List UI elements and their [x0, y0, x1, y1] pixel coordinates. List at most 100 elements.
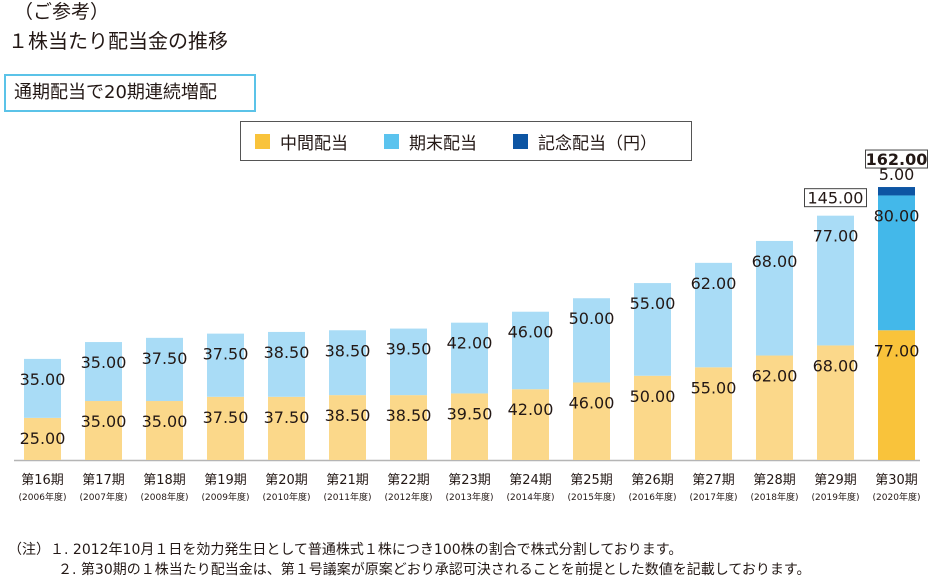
bar-interim-0 — [24, 417, 61, 460]
label-final-3: 37.50 — [203, 345, 249, 364]
bar-final-11 — [695, 262, 732, 368]
bar-interim-7 — [451, 393, 488, 460]
bar-final-0 — [24, 358, 61, 418]
page-title: １株当たり配当金の推移 — [8, 29, 228, 53]
label-interim-6: 38.50 — [386, 406, 432, 425]
x-tick-label-12: 第28期 — [753, 473, 796, 488]
label-final-14: 80.00 — [874, 206, 920, 225]
x-tick-label-4: 第20期 — [265, 473, 308, 488]
footnote-2-prefix: ２. — [58, 562, 77, 578]
label-interim-13: 68.00 — [813, 356, 859, 375]
label-interim-11: 55.00 — [691, 378, 737, 397]
bar-final-9 — [573, 298, 610, 383]
x-tick-label-6: 第22期 — [387, 473, 430, 488]
label-interim-2: 35.00 — [142, 412, 188, 431]
highlight-badge: 通期配当で20期連続増配 — [4, 74, 256, 112]
label-final-5: 38.50 — [325, 341, 371, 360]
label-interim-1: 35.00 — [81, 412, 127, 431]
x-tick-sublabel-13: (2019年度) — [812, 491, 860, 503]
label-final-6: 39.50 — [386, 340, 432, 359]
x-tick-sublabel-14: (2020年度) — [873, 491, 921, 503]
x-tick-label-0: 第16期 — [21, 473, 64, 488]
label-final-10: 55.00 — [630, 294, 676, 313]
label-final-13: 77.00 — [813, 227, 859, 246]
legend-label-final: 期末配当 — [409, 133, 477, 154]
bar-interim-10 — [634, 375, 671, 460]
footnote-1: （注）１. 2012年10月１日を効力発生日として普通株式１株につき100株の割… — [8, 540, 810, 560]
label-interim-4: 37.50 — [264, 408, 310, 427]
total-box-14 — [865, 149, 928, 169]
bar-commemorative-14 — [878, 187, 915, 196]
legend-item-commemorative: 記念配当（円） — [513, 129, 657, 154]
bar-final-6 — [390, 328, 427, 396]
bar-final-12 — [756, 240, 793, 356]
bar-final-1 — [85, 342, 122, 402]
label-final-1: 35.00 — [81, 353, 127, 372]
x-tick-label-14: 第30期 — [875, 473, 918, 488]
label-interim-14: 77.00 — [874, 341, 920, 360]
x-tick-label-8: 第24期 — [509, 473, 552, 488]
x-tick-sublabel-3: (2009年度) — [202, 491, 250, 503]
bar-interim-2 — [146, 401, 183, 460]
x-tick-sublabel-7: (2013年度) — [446, 491, 494, 503]
x-tick-sublabel-5: (2011年度) — [324, 491, 372, 503]
legend-swatch-final — [384, 133, 399, 149]
bar-interim-5 — [329, 395, 366, 460]
legend-label-commemorative: 記念配当（円） — [538, 133, 657, 154]
label-interim-10: 50.00 — [630, 387, 676, 406]
label-interim-5: 38.50 — [325, 406, 371, 425]
x-tick-sublabel-2: (2008年度) — [141, 491, 189, 503]
footnote-1-text: 2012年10月１日を効力発生日として普通株式１株につき100株の割合で株式分割… — [72, 542, 683, 558]
x-tick-sublabel-0: (2006年度) — [19, 491, 67, 503]
label-final-4: 38.50 — [264, 343, 310, 362]
x-tick-label-9: 第25期 — [570, 473, 613, 488]
footnotes: （注）１. 2012年10月１日を効力発生日として普通株式１株につき100株の割… — [8, 540, 810, 580]
legend-swatch-commemorative — [513, 133, 528, 149]
bar-interim-1 — [85, 401, 122, 460]
label-interim-8: 42.00 — [508, 400, 554, 419]
x-tick-label-10: 第26期 — [631, 473, 674, 488]
bar-interim-12 — [756, 355, 793, 460]
label-interim-0: 25.00 — [20, 429, 66, 448]
label-final-12: 68.00 — [752, 252, 798, 271]
x-tick-sublabel-12: (2018年度) — [751, 491, 799, 503]
label-interim-12: 62.00 — [752, 367, 798, 386]
chart-legend: 中間配当 期末配当 記念配当（円） — [240, 121, 692, 161]
footnote-2-text: 第30期の１株当たり配当金は、第１号議案が原案どおり承認可決されることを前提とし… — [80, 562, 811, 578]
label-final-9: 50.00 — [569, 309, 615, 328]
legend-swatch-interim — [255, 133, 270, 149]
x-tick-label-11: 第27期 — [692, 473, 735, 488]
bar-interim-9 — [573, 382, 610, 460]
legend-item-interim: 中間配当 — [255, 129, 348, 154]
header-note: （ご参考） — [14, 1, 110, 23]
footnote-1-prefix: （注）１. — [8, 542, 69, 558]
x-tick-label-2: 第18期 — [143, 473, 186, 488]
bar-interim-11 — [695, 367, 732, 460]
label-commemorative-14: 5.00 — [879, 165, 915, 184]
x-tick-sublabel-1: (2007年度) — [80, 491, 128, 503]
x-tick-sublabel-8: (2014年度) — [507, 491, 555, 503]
x-tick-label-1: 第17期 — [82, 473, 125, 488]
legend-item-final: 期末配当 — [384, 129, 477, 154]
bar-final-5 — [329, 330, 366, 396]
bar-final-7 — [451, 322, 488, 394]
x-tick-sublabel-4: (2010年度) — [263, 491, 311, 503]
bar-final-14 — [878, 195, 915, 331]
label-interim-3: 37.50 — [203, 408, 249, 427]
label-final-8: 46.00 — [508, 323, 554, 342]
x-tick-sublabel-9: (2015年度) — [568, 491, 616, 503]
label-final-2: 37.50 — [142, 349, 188, 368]
x-tick-sublabel-11: (2017年度) — [690, 491, 738, 503]
bar-final-13 — [817, 215, 854, 346]
label-final-11: 62.00 — [691, 274, 737, 293]
legend-label-interim: 中間配当 — [280, 133, 348, 154]
bar-final-8 — [512, 311, 549, 390]
bar-interim-4 — [268, 396, 305, 460]
bar-interim-8 — [512, 389, 549, 460]
bar-interim-14 — [878, 330, 915, 460]
footnote-2: ２. 第30期の１株当たり配当金は、第１号議案が原案どおり承認可決されることを前… — [8, 560, 810, 580]
x-tick-sublabel-10: (2016年度) — [629, 491, 677, 503]
x-tick-label-3: 第19期 — [204, 473, 247, 488]
bar-final-10 — [634, 283, 671, 376]
